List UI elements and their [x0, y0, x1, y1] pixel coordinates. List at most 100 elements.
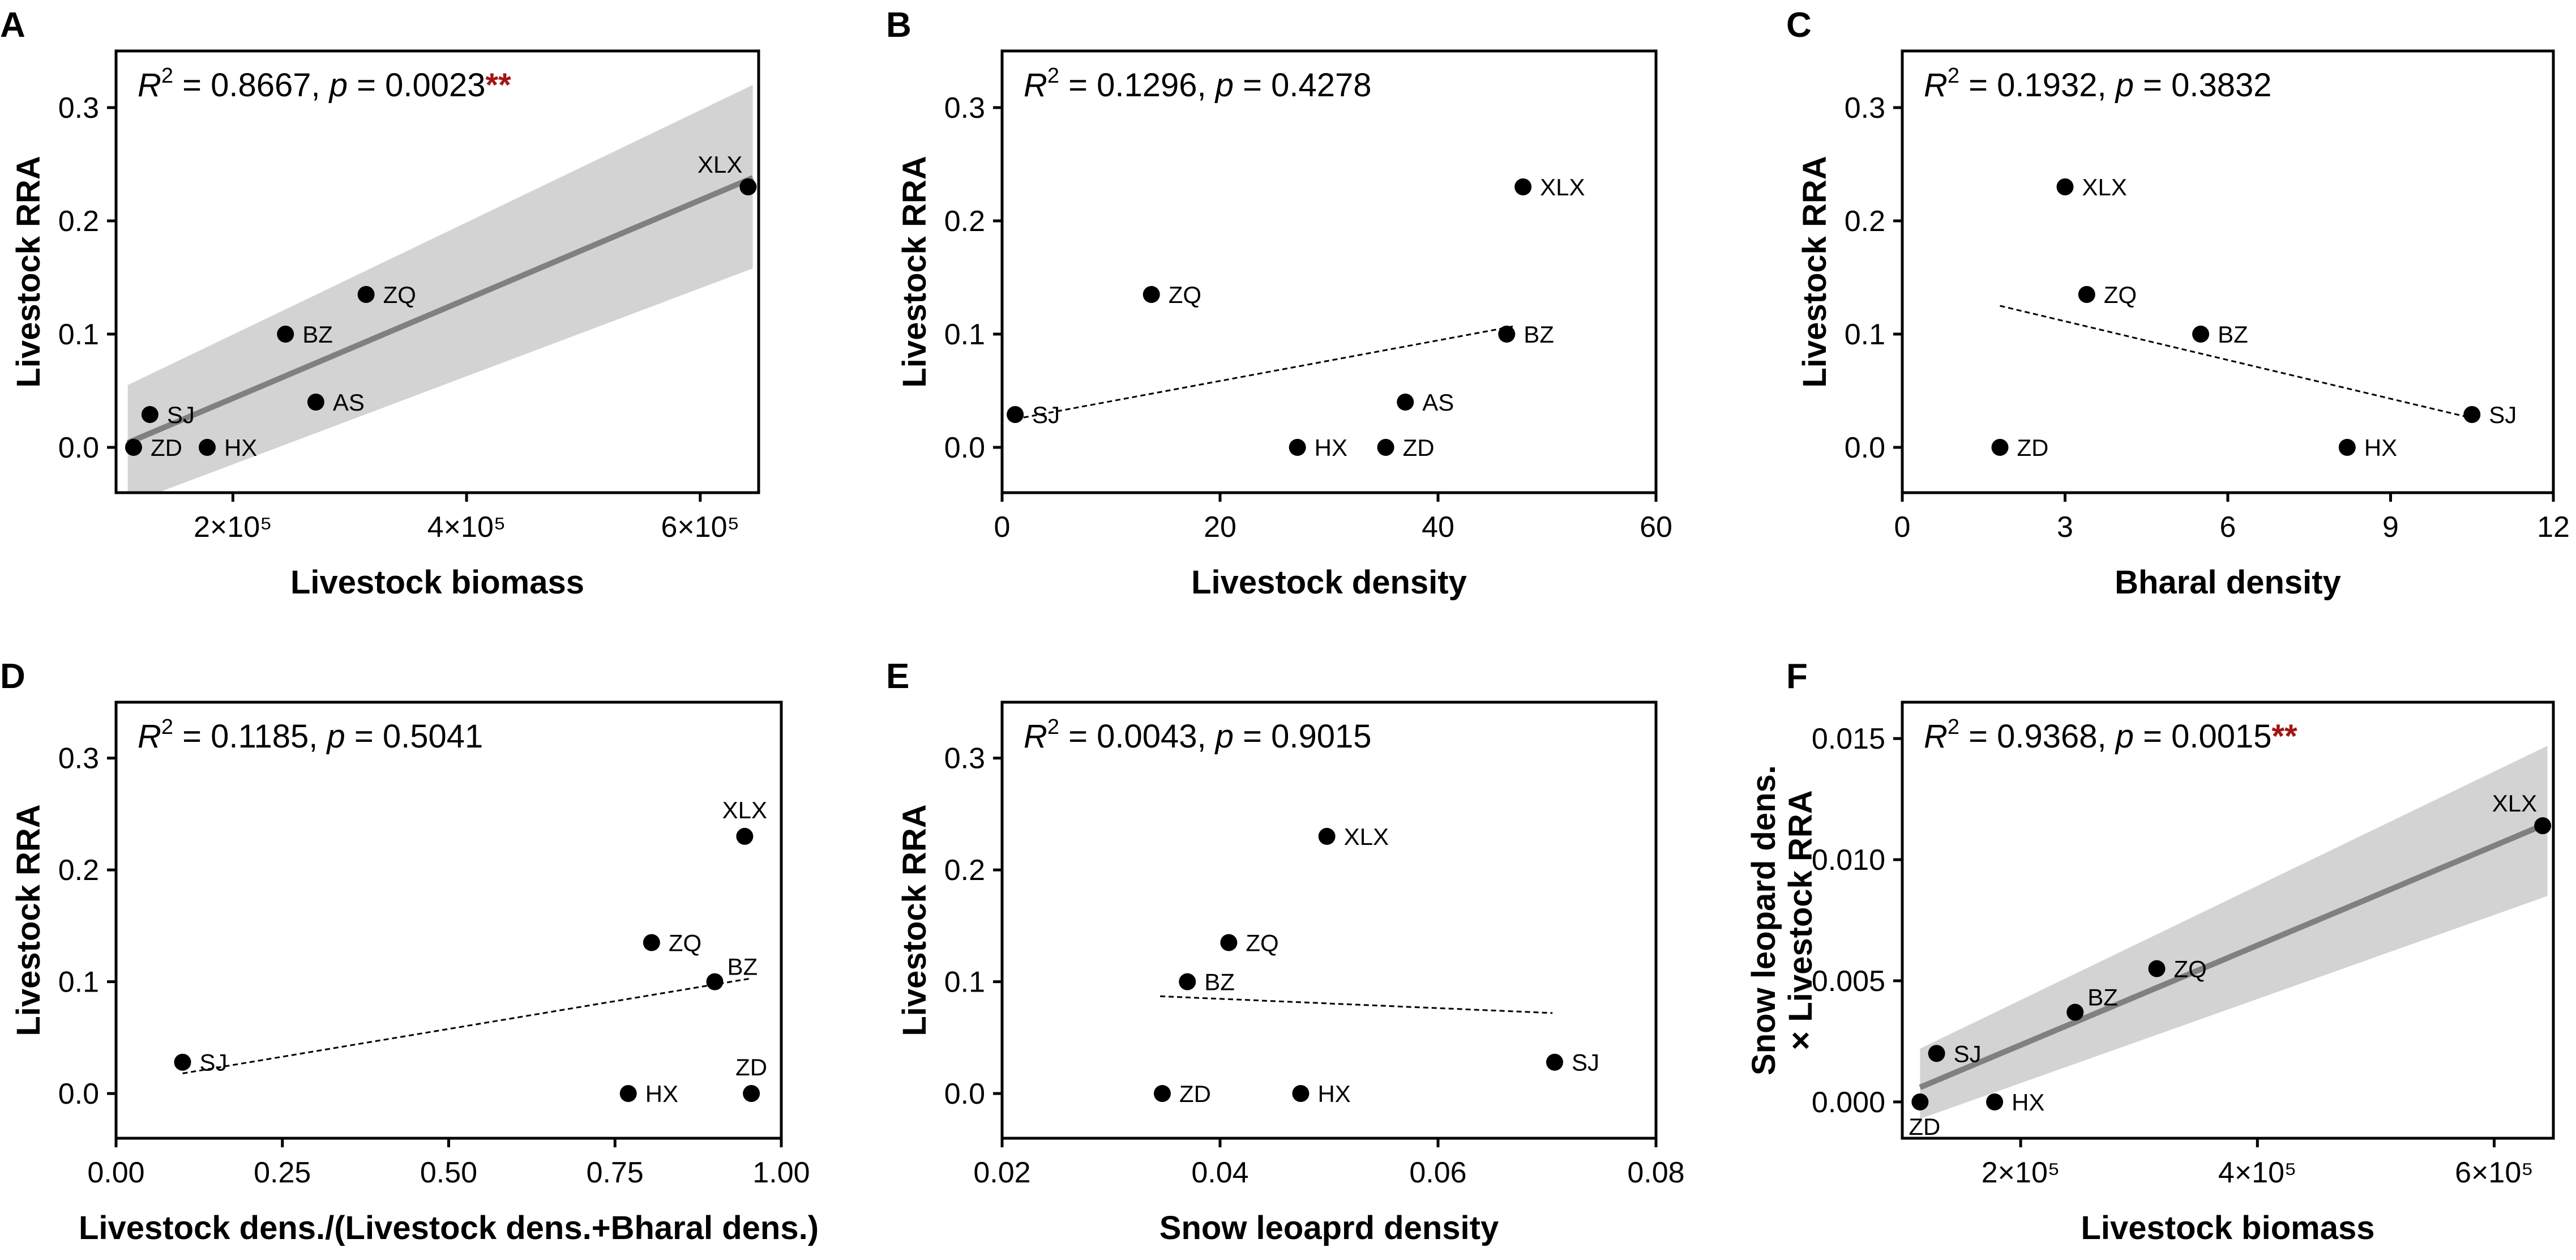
- data-label-zq: ZQ: [1169, 281, 1201, 308]
- plot-frame: [1000, 49, 1658, 494]
- data-label-zd: ZD: [2017, 434, 2049, 461]
- data-label-hx: HX: [1315, 434, 1347, 461]
- data-point-bz: [706, 973, 724, 990]
- panel-letter: D: [0, 657, 25, 696]
- x-tick-label: 0: [994, 511, 1011, 544]
- data-label-zq: ZQ: [669, 929, 701, 956]
- r2-value: = 0.9368,: [1959, 718, 2116, 755]
- x-axis-title: Bharal density: [2115, 564, 2341, 601]
- data-label-xlx: XLX: [2082, 174, 2127, 200]
- data-label-xlx: XLX: [722, 797, 767, 823]
- regression-line: [2000, 305, 2467, 418]
- panel-c: 0.0 0.1 0.2 0.3 0 3 6 9 12 Bharal density Livestoc…: [1786, 6, 2570, 601]
- y-axis-title: Livestock RRA: [10, 804, 47, 1036]
- p-value: = 0.4278: [1234, 67, 1372, 104]
- p-symbol: p: [2115, 67, 2134, 104]
- x-tick-label: 0.04: [1191, 1156, 1248, 1189]
- y-tick-label: 0.2: [944, 854, 985, 887]
- data-point-xlx: [736, 827, 754, 845]
- data-label-hx: HX: [224, 434, 257, 461]
- data-point-hx: [2338, 439, 2356, 456]
- p-value: = 0.3832: [2134, 67, 2272, 104]
- x-axis-title: Livestock biomass: [2081, 1210, 2375, 1246]
- x-tick-label: 3: [2057, 511, 2073, 544]
- data-point-bz: [2192, 326, 2210, 343]
- y-tick-label: 0.015: [1812, 723, 1885, 755]
- y-tick-label: 0.0: [944, 432, 985, 464]
- y-tick-label: 0.000: [1812, 1086, 1885, 1119]
- data-label-bz: BZ: [2218, 321, 2248, 348]
- data-point-xlx: [1514, 178, 1532, 195]
- data-point-sj: [1546, 1053, 1563, 1071]
- data-point-xlx: [739, 178, 757, 195]
- stats-annotation: R2 = 0.1932, p = 0.3832: [1924, 64, 2272, 104]
- x-tick-label: 20: [1204, 511, 1236, 544]
- data-label-as: AS: [1422, 389, 1454, 416]
- data-label-xlx: XLX: [2492, 790, 2537, 817]
- regression-line: [1919, 821, 2549, 1090]
- y-tick-label: 0.2: [1845, 205, 1885, 238]
- data-label-xlx: XLX: [1344, 823, 1389, 850]
- p-value: = 0.0023: [348, 67, 486, 104]
- x-tick-label: 12: [2537, 511, 2570, 544]
- data-point-sj: [1007, 406, 1024, 423]
- data-point-sj: [174, 1053, 191, 1071]
- x-tick-label: 6×10⁵: [661, 511, 739, 544]
- y-tick-label: 0.3: [1845, 92, 1885, 125]
- r2-value: = 0.1296,: [1059, 67, 1216, 104]
- panel-letter: F: [1786, 657, 1808, 696]
- y-tick-label: 0.005: [1812, 965, 1885, 998]
- x-tick-label: 40: [1422, 511, 1454, 544]
- plot-frame: [1901, 701, 2555, 1140]
- data-label-sj: SJ: [2489, 402, 2517, 428]
- y-tick-label: 0.0: [1845, 432, 1885, 464]
- p-value: = 0.5041: [345, 718, 483, 755]
- y-tick-label: 0.3: [58, 92, 99, 125]
- x-tick-label: 9: [2382, 511, 2399, 544]
- plot-frame: [114, 49, 760, 494]
- x-tick-label: 60: [1640, 511, 1672, 544]
- y-tick-label: 0.3: [944, 742, 985, 775]
- panel-d: 0.0 0.1 0.2 0.3 0.00 0.25 0.50 0.75 1.00 Livestoc…: [0, 657, 819, 1246]
- y-tick-label: 0.1: [944, 966, 985, 999]
- x-tick-label: 0: [1894, 511, 1911, 544]
- x-tick-label: 0.08: [1627, 1156, 1684, 1189]
- x-tick-label: 4×10⁵: [2218, 1156, 2297, 1189]
- data-point-zd: [125, 439, 142, 456]
- data-point-zq: [357, 286, 375, 303]
- data-point-zq: [1142, 286, 1160, 303]
- p-symbol: p: [2115, 718, 2134, 755]
- y-axis-title: Livestock RRA: [896, 804, 933, 1036]
- r2-symbol: R: [1024, 718, 1047, 755]
- p-symbol: p: [326, 718, 345, 755]
- data-point-zq: [643, 934, 660, 951]
- y-tick-label: 0.010: [1812, 844, 1885, 877]
- p-value: = 0.9015: [1234, 718, 1372, 755]
- data-label-zq: ZQ: [2174, 956, 2207, 983]
- data-point-bz: [1498, 326, 1516, 343]
- x-axis-title: Snow leoaprd density: [1159, 1210, 1499, 1246]
- data-point-as: [307, 394, 324, 411]
- x-tick-label: 0.25: [254, 1156, 311, 1189]
- x-tick-label: 6: [2220, 511, 2236, 544]
- data-label-xlx: XLX: [1540, 174, 1585, 200]
- p-symbol: p: [1214, 67, 1234, 104]
- data-label-zd: ZD: [1909, 1113, 1940, 1140]
- y-axis-title-line1: Snow leopard dens.: [1745, 765, 1782, 1075]
- data-point-xlx: [2056, 178, 2074, 195]
- x-tick-label: 0.75: [587, 1156, 644, 1189]
- data-label-sj: SJ: [200, 1049, 228, 1076]
- x-tick-label: 0.50: [420, 1156, 477, 1189]
- data-label-zq: ZQ: [383, 281, 416, 308]
- plot-frame: [1901, 49, 2555, 494]
- plot-frame: [1000, 701, 1658, 1140]
- x-tick-label: 2×10⁵: [1982, 1156, 2060, 1189]
- x-tick-label: 0.00: [87, 1156, 144, 1189]
- r2-superscript: 2: [1047, 715, 1059, 739]
- significance-stars: **: [486, 67, 512, 104]
- panel-e: 0.0 0.1 0.2 0.3 0.02 0.04 0.06 0.08 Snow leoaprd…: [886, 657, 1685, 1246]
- y-axis-title: Livestock RRA: [896, 156, 933, 387]
- data-point-xlx: [1318, 827, 1336, 845]
- panel-b: 0.0 0.1 0.2 0.3 0 20 40 60 Livestock density Live…: [886, 6, 1672, 601]
